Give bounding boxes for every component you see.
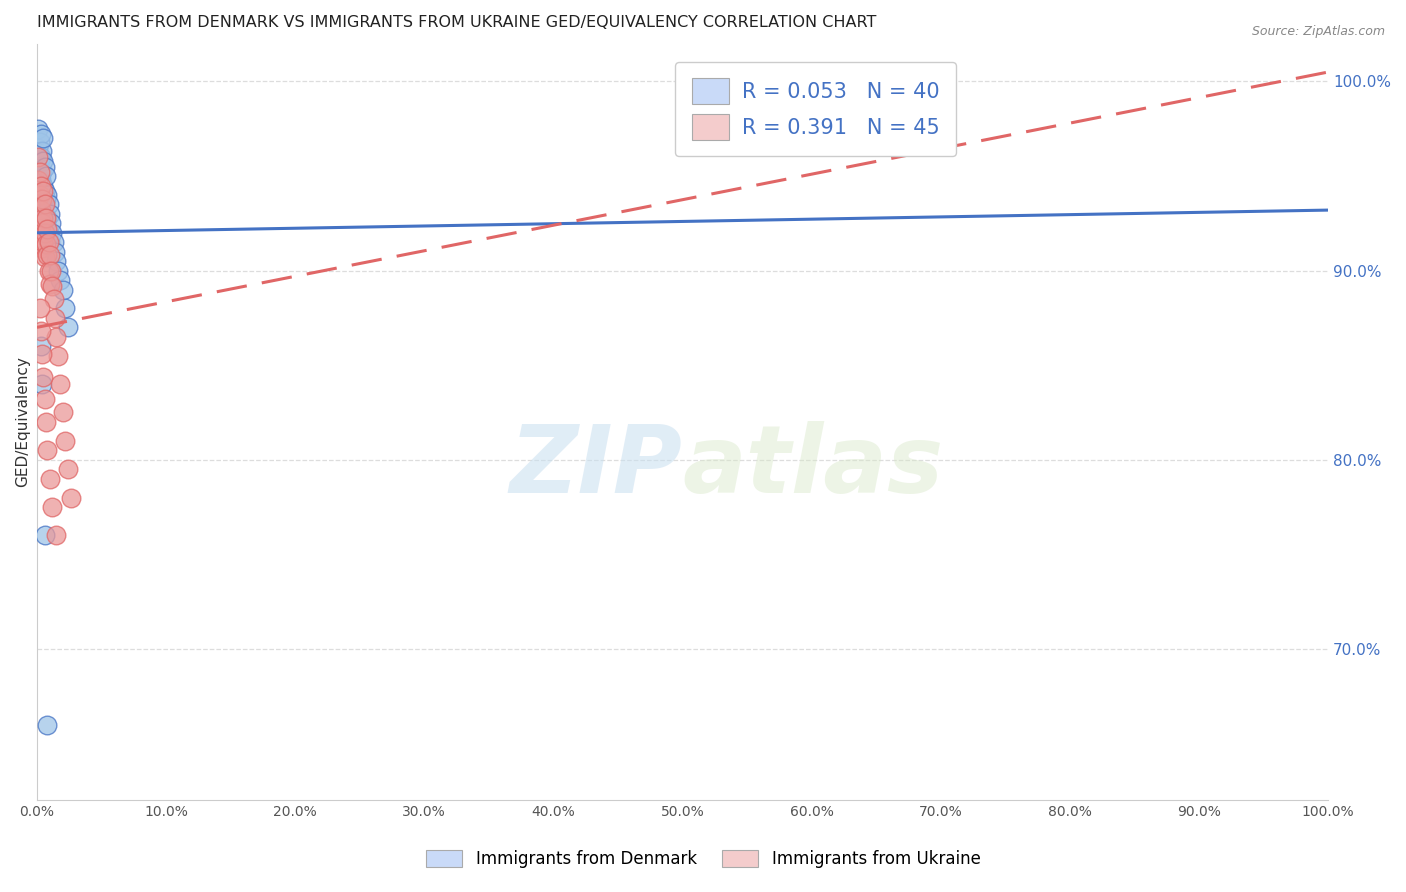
Point (37, 443, 59, 458)
Point (31, 188, 53, 202)
Point (37, 211, 59, 225)
Point (27, 121, 49, 136)
Point (27, 173, 49, 187)
Point (45, 254, 67, 268)
Point (49, 273, 72, 287)
Point (38, 472, 60, 486)
Point (35, 415, 58, 429)
Point (30, 324, 52, 338)
Point (56, 462, 79, 476)
Point (35, 211, 58, 225)
Point (31, 145, 53, 159)
Point (37, 248, 59, 262)
Point (31, 216, 53, 230)
Point (30, 203, 52, 218)
Point (35, 237, 58, 252)
Point (37, 222, 59, 236)
Text: IMMIGRANTS FROM DENMARK VS IMMIGRANTS FROM UKRAINE GED/EQUIVALENCY CORRELATION C: IMMIGRANTS FROM DENMARK VS IMMIGRANTS FR… (37, 15, 876, 30)
Point (32, 203, 55, 218)
Point (35, 216, 58, 230)
Point (38, 248, 60, 262)
Point (28, 135, 51, 149)
Text: ZIP: ZIP (509, 421, 682, 513)
Y-axis label: GED/Equivalency: GED/Equivalency (15, 357, 30, 487)
Point (34, 197, 56, 211)
Point (27, 150, 49, 164)
Point (32, 369, 55, 384)
Point (44, 244, 66, 259)
Point (49, 377, 72, 392)
Point (38, 207, 60, 221)
Point (34, 392, 56, 407)
Point (32, 211, 55, 225)
Point (30, 150, 52, 164)
Point (37, 188, 59, 202)
Point (34, 226, 56, 240)
Point (46, 263, 69, 277)
Point (32, 131, 55, 145)
Point (53, 301, 76, 316)
Legend: R = 0.053   N = 40, R = 0.391   N = 45: R = 0.053 N = 40, R = 0.391 N = 45 (675, 62, 956, 156)
Point (46, 349, 69, 363)
Point (28, 153, 51, 168)
Legend: Immigrants from Denmark, Immigrants from Ukraine: Immigrants from Denmark, Immigrants from… (419, 843, 987, 875)
Point (28, 165, 51, 179)
Point (38, 235, 60, 250)
Point (32, 184, 55, 198)
Point (38, 226, 60, 240)
Point (31, 241, 53, 255)
Point (59, 491, 82, 505)
Point (32, 235, 55, 250)
Point (30, 226, 52, 240)
Point (53, 434, 76, 448)
Point (44, 310, 66, 325)
Point (45, 330, 67, 344)
Point (38, 263, 60, 277)
Point (30, 128, 52, 142)
Point (34, 160, 56, 174)
Point (32, 178, 55, 193)
Point (42, 292, 65, 306)
Text: Source: ZipAtlas.com: Source: ZipAtlas.com (1251, 25, 1385, 38)
Point (52, 283, 75, 297)
Point (56, 320, 79, 334)
Point (34, 211, 56, 225)
Point (28, 188, 51, 202)
Point (41, 500, 63, 514)
Point (34, 184, 56, 198)
Point (42, 235, 65, 250)
Point (39, 216, 62, 230)
Point (35, 169, 58, 183)
Text: atlas: atlas (682, 421, 943, 513)
Point (41, 226, 63, 240)
Point (39, 263, 62, 277)
Point (31, 165, 53, 179)
Point (38, 235, 60, 250)
Point (27, 141, 49, 155)
Point (31, 377, 53, 392)
Point (30, 339, 52, 353)
Point (35, 192, 58, 206)
Point (31, 192, 53, 206)
Point (34, 528, 56, 542)
Point (38, 277, 60, 291)
Point (31, 347, 53, 361)
Point (52, 405, 75, 419)
Point (45, 528, 67, 542)
Point (34, 251, 56, 265)
Point (38, 197, 60, 211)
Point (32, 153, 55, 168)
Point (30, 173, 52, 187)
Point (41, 278, 63, 293)
Point (28, 301, 51, 316)
Point (37, 717, 59, 731)
Point (30, 178, 52, 193)
